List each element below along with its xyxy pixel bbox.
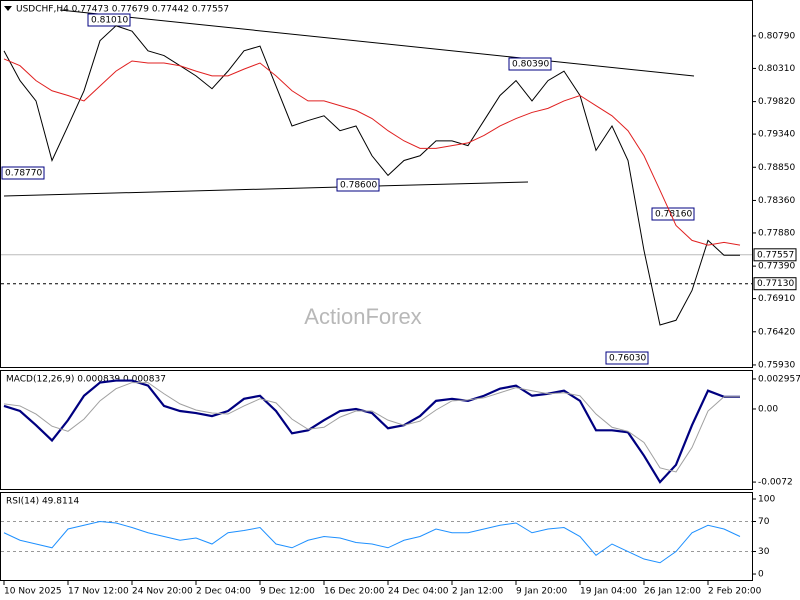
x-tick-label: 9 Dec 12:00 xyxy=(260,587,315,597)
annotation: 0.78600 xyxy=(340,181,377,191)
x-tick-label: 24 Nov 20:00 xyxy=(132,587,193,597)
macd-title: MACD(12,26,9) 0.000839 0.000837 xyxy=(6,375,166,385)
resistance-trendline xyxy=(59,9,695,77)
macd-panel xyxy=(0,370,753,490)
y-tick-label: 0.80790 xyxy=(758,31,795,41)
collapse-icon[interactable] xyxy=(4,6,12,11)
x-tick-label: 9 Jan 20:00 xyxy=(516,587,568,597)
support-trendline xyxy=(3,181,529,197)
x-tick-label: 17 Nov 12:00 xyxy=(68,587,129,597)
y-tick-label: 0.00 xyxy=(758,404,778,414)
rsi-panel xyxy=(0,492,753,581)
y-tick-label: 0.79340 xyxy=(758,130,795,140)
annotation-box xyxy=(336,178,380,192)
x-tick-label: 16 Dec 20:00 xyxy=(324,587,385,597)
y-tick-label: 0.79820 xyxy=(758,97,795,107)
x-tick-label: 2 Feb 20:00 xyxy=(708,587,762,597)
series-line xyxy=(3,521,741,564)
price-panel xyxy=(0,0,753,368)
annotation: 0.80390 xyxy=(512,60,549,70)
y-tick-label: 0.75930 xyxy=(758,360,795,370)
y-tick-label: 0.80310 xyxy=(758,64,795,74)
series-line xyxy=(3,58,741,246)
x-tick-label: 19 Jan 04:00 xyxy=(580,587,637,597)
annotation: 0.81010 xyxy=(91,16,128,26)
y-tick-label: 0.002957 xyxy=(758,374,800,384)
annotation-box xyxy=(508,57,552,71)
y-tick-label: 0.78360 xyxy=(758,196,795,206)
y-tick-label: 0 xyxy=(758,570,764,580)
level-label: 0.77557 xyxy=(757,250,794,260)
level-label: 0.77130 xyxy=(757,279,794,289)
annotation: 0.76030 xyxy=(609,354,646,364)
series-line xyxy=(3,379,740,484)
annotation-box xyxy=(605,351,649,365)
x-tick-label: 10 Nov 2025 xyxy=(4,587,62,597)
y-tick-label: -0.0072 xyxy=(758,478,793,488)
annotation: 0.78160 xyxy=(655,210,692,220)
annotation-box xyxy=(87,13,131,27)
y-tick-label: 100 xyxy=(758,495,775,505)
x-tick-label: 2 Jan 12:00 xyxy=(452,587,504,597)
y-tick-label: 0.76910 xyxy=(758,294,795,304)
chart-title: USDCHF,H4 0.77473 0.77679 0.77442 0.7755… xyxy=(16,5,229,15)
y-tick-label: 0.78850 xyxy=(758,163,795,173)
x-tick-label: 2 Dec 04:00 xyxy=(196,587,251,597)
x-tick-label: 24 Dec 04:00 xyxy=(388,587,449,597)
series-line xyxy=(3,25,740,326)
level-label-box xyxy=(753,248,797,262)
annotation-box xyxy=(1,166,45,180)
annotation: 0.78770 xyxy=(5,169,42,179)
series-line xyxy=(3,382,740,473)
y-tick-label: 0.76420 xyxy=(758,327,795,337)
y-tick-label: 30 xyxy=(758,547,770,557)
x-tick-label: 26 Jan 12:00 xyxy=(644,587,701,597)
watermark: ActionForex xyxy=(304,304,421,329)
y-tick-label: 0.77880 xyxy=(758,228,795,238)
level-label-box xyxy=(753,277,797,291)
y-tick-label: 0.77390 xyxy=(758,262,795,272)
rsi-title: RSI(14) 49.8114 xyxy=(6,497,79,507)
y-tick-label: 70 xyxy=(758,517,770,527)
